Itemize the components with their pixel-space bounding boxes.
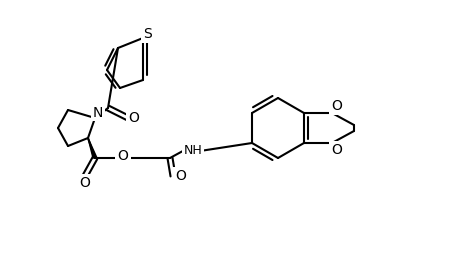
Text: S: S [143,27,151,41]
Text: O: O [176,169,186,183]
Text: NH: NH [184,145,202,158]
Text: N: N [93,106,103,120]
Text: O: O [80,176,90,190]
Text: O: O [129,111,140,125]
Text: O: O [117,149,128,163]
Text: O: O [332,99,342,113]
Polygon shape [88,138,97,158]
Text: O: O [332,143,342,157]
